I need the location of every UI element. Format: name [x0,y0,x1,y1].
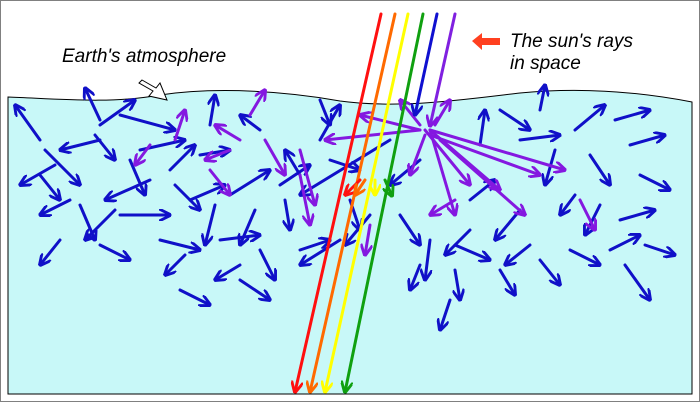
sun-rays-label-line1: The sun's rays [510,31,633,52]
scattered-blue-arrow [258,248,275,280]
scattered-blue-arrow [318,98,330,125]
scattered-blue-arrow [165,253,187,275]
scattered-violet-arrow [360,115,422,132]
scattered-blue-arrow [538,258,560,285]
scattered-blue-arrow [210,95,215,127]
scattered-violet-arrow [428,133,540,175]
scattered-blue-arrow [573,105,605,132]
scattered-blue-arrow [498,108,530,130]
scattered-violet-arrow [205,148,232,160]
scattered-violet-arrow [215,125,242,142]
ray-red-fragment [345,178,362,195]
scattered-violet-arrow [173,110,185,142]
scattered-blue-arrow [285,150,302,177]
scattered-blue-arrow [85,88,102,122]
scattered-violet-arrow [298,173,310,225]
scattered-violet-arrow [135,143,152,165]
scattered-blue-arrow [168,145,195,172]
scattered-blue-arrow [440,298,452,330]
scattered-blue-arrow [328,158,360,170]
scattered-blue-arrow [98,243,130,260]
scattered-blue-arrow [158,238,200,250]
scattered-blue-arrow [455,268,460,300]
scattered-blue-arrow [480,110,485,147]
scattered-blue-arrow [118,113,175,130]
sun-rays-label-line2: in space [510,53,581,74]
scattered-blue-arrow [60,138,102,150]
scattered-blue-arrow [173,183,200,210]
scattered-blue-arrow [545,148,557,185]
scattered-blue-arrow [608,235,640,252]
scattered-blue-arrow [43,148,80,185]
scattered-blue-arrow [540,85,545,112]
scattered-blue-arrow [240,115,262,132]
scattered-blue-arrow [300,238,342,265]
scattered-blue-arrow [345,213,372,245]
scattered-violet-arrow [298,148,315,205]
scattered-blue-arrow [298,240,330,252]
scattered-blue-arrow [445,228,472,255]
scattered-blue-arrow [215,263,242,280]
scattered-blue-arrow [398,213,420,245]
ray-orange-fragment [355,178,367,195]
scattered-blue-arrow [85,208,117,240]
scattered-blue-arrow [628,135,665,147]
scattered-violet-arrow [438,138,525,215]
hollow-arrow-icon [138,79,168,101]
scattered-blue-arrow [643,243,675,255]
left-arrow-icon [472,33,500,50]
scattered-blue-arrow [218,235,260,240]
scattered-blue-arrow [98,100,135,127]
sun-rays [295,12,457,392]
scattered-blue-arrow [618,210,655,222]
scattered-blue-arrow [15,105,42,142]
sun-rays-label: The sun's rays in space [510,31,633,75]
scattered-blue-arrow [613,110,650,122]
scattered-violet-arrow [263,138,285,175]
ray-yellow [325,12,410,392]
scattered-blue-arrow [588,153,610,185]
scattered-blue-arrow [38,173,60,200]
ray-orange [310,12,397,392]
scattered-blue-arrow [178,288,210,305]
scattered-violet-arrow [428,128,565,170]
scattered-violet-arrow [578,198,595,230]
scattered-blue-arrow [560,193,577,215]
scattered-violet-arrow [410,133,427,175]
scattered-blue-arrow [453,243,490,260]
scattered-blue-arrow [285,198,290,230]
ray-green [345,12,425,392]
scattered-blue-arrow [425,238,430,280]
scattered-blue-arrow [240,208,257,245]
scattered-blue-arrow [498,268,515,295]
scattered-blue-arrow [410,263,422,290]
scattered-blue-arrow [228,170,270,197]
ray-green-fragment [385,178,392,196]
scattered-blue-arrow [40,198,72,215]
scattered-violet-arrow [208,168,230,195]
ray-blue [415,12,439,115]
scattered-blue-arrow [40,238,62,265]
scattered-blue-arrow [105,178,152,200]
scattered-violet-arrow [365,223,370,255]
scattered-blue-arrow [518,135,560,140]
ray-violet [430,12,457,126]
scattered-blue-arrow [505,243,532,265]
scattered-blue-arrow [568,248,600,265]
scattered-blue-arrow [238,278,270,300]
scattered-blue-arrow [20,163,57,185]
scattered-violet-arrow [325,128,422,140]
scattered-blue-arrow [638,173,670,190]
atmosphere-label: Earth's atmosphere [62,46,227,67]
scattered-blue-arrow [623,263,650,300]
scattered-blue-arrow [205,203,217,245]
ray-red [295,12,383,392]
scattered-violet-arrow [430,198,457,215]
scattered-violet-arrow [248,90,265,117]
